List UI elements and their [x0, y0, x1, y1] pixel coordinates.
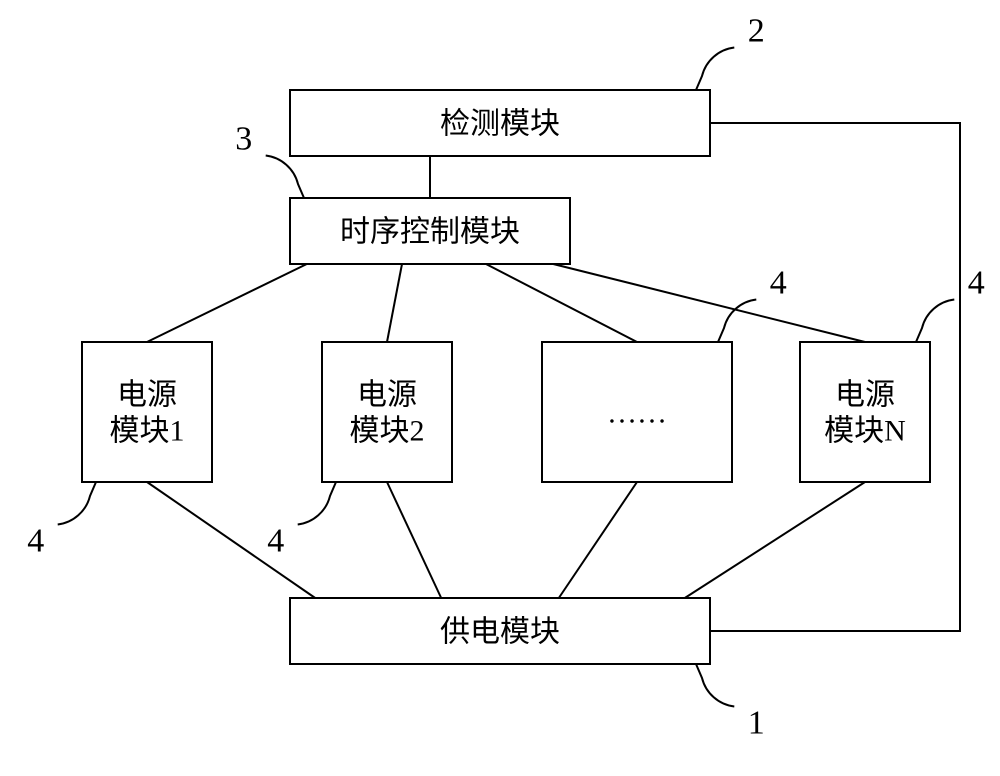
pm2-callout-leader [298, 482, 336, 525]
connector [559, 482, 637, 598]
diagram-canvas: 检测模块时序控制模块电源模块1电源模块2……电源模块N供电模块2344441 [0, 0, 1000, 776]
connector [147, 482, 315, 598]
pm1-label-line2: 模块1 [110, 415, 185, 448]
ellipsis-callout-number: 4 [770, 265, 787, 302]
pmN-label-line1: 电源 [835, 379, 895, 412]
pm2-label-line2: 模块2 [350, 415, 425, 448]
timing-callout-leader [266, 156, 304, 199]
pmN-label-line2: 模块N [824, 415, 906, 448]
timing-label: 时序控制模块 [340, 216, 520, 249]
detect-callout-leader [696, 48, 734, 91]
pmN-callout-number: 4 [968, 265, 985, 302]
connector [486, 264, 637, 342]
detect-label: 检测模块 [440, 108, 560, 141]
connector [147, 264, 307, 342]
pmN-callout-leader [916, 300, 954, 343]
detect-callout-number: 2 [748, 13, 765, 50]
supply-callout-number: 1 [748, 705, 765, 742]
connector [685, 482, 865, 598]
pm1-callout-leader [58, 482, 96, 525]
connector [387, 264, 402, 342]
pm2-label-line1: 电源 [357, 379, 417, 412]
connector [553, 264, 865, 342]
ellipsis-label: …… [607, 397, 667, 430]
pm1-label-line1: 电源 [117, 379, 177, 412]
pm1-box [82, 342, 212, 482]
pm2-callout-number: 4 [267, 523, 284, 560]
pm2-box [322, 342, 452, 482]
supply-callout-leader [696, 664, 734, 707]
pm1-callout-number: 4 [27, 523, 44, 560]
connector [387, 482, 441, 598]
timing-callout-number: 3 [235, 121, 252, 158]
pmN-box [800, 342, 930, 482]
supply-label: 供电模块 [440, 616, 560, 649]
